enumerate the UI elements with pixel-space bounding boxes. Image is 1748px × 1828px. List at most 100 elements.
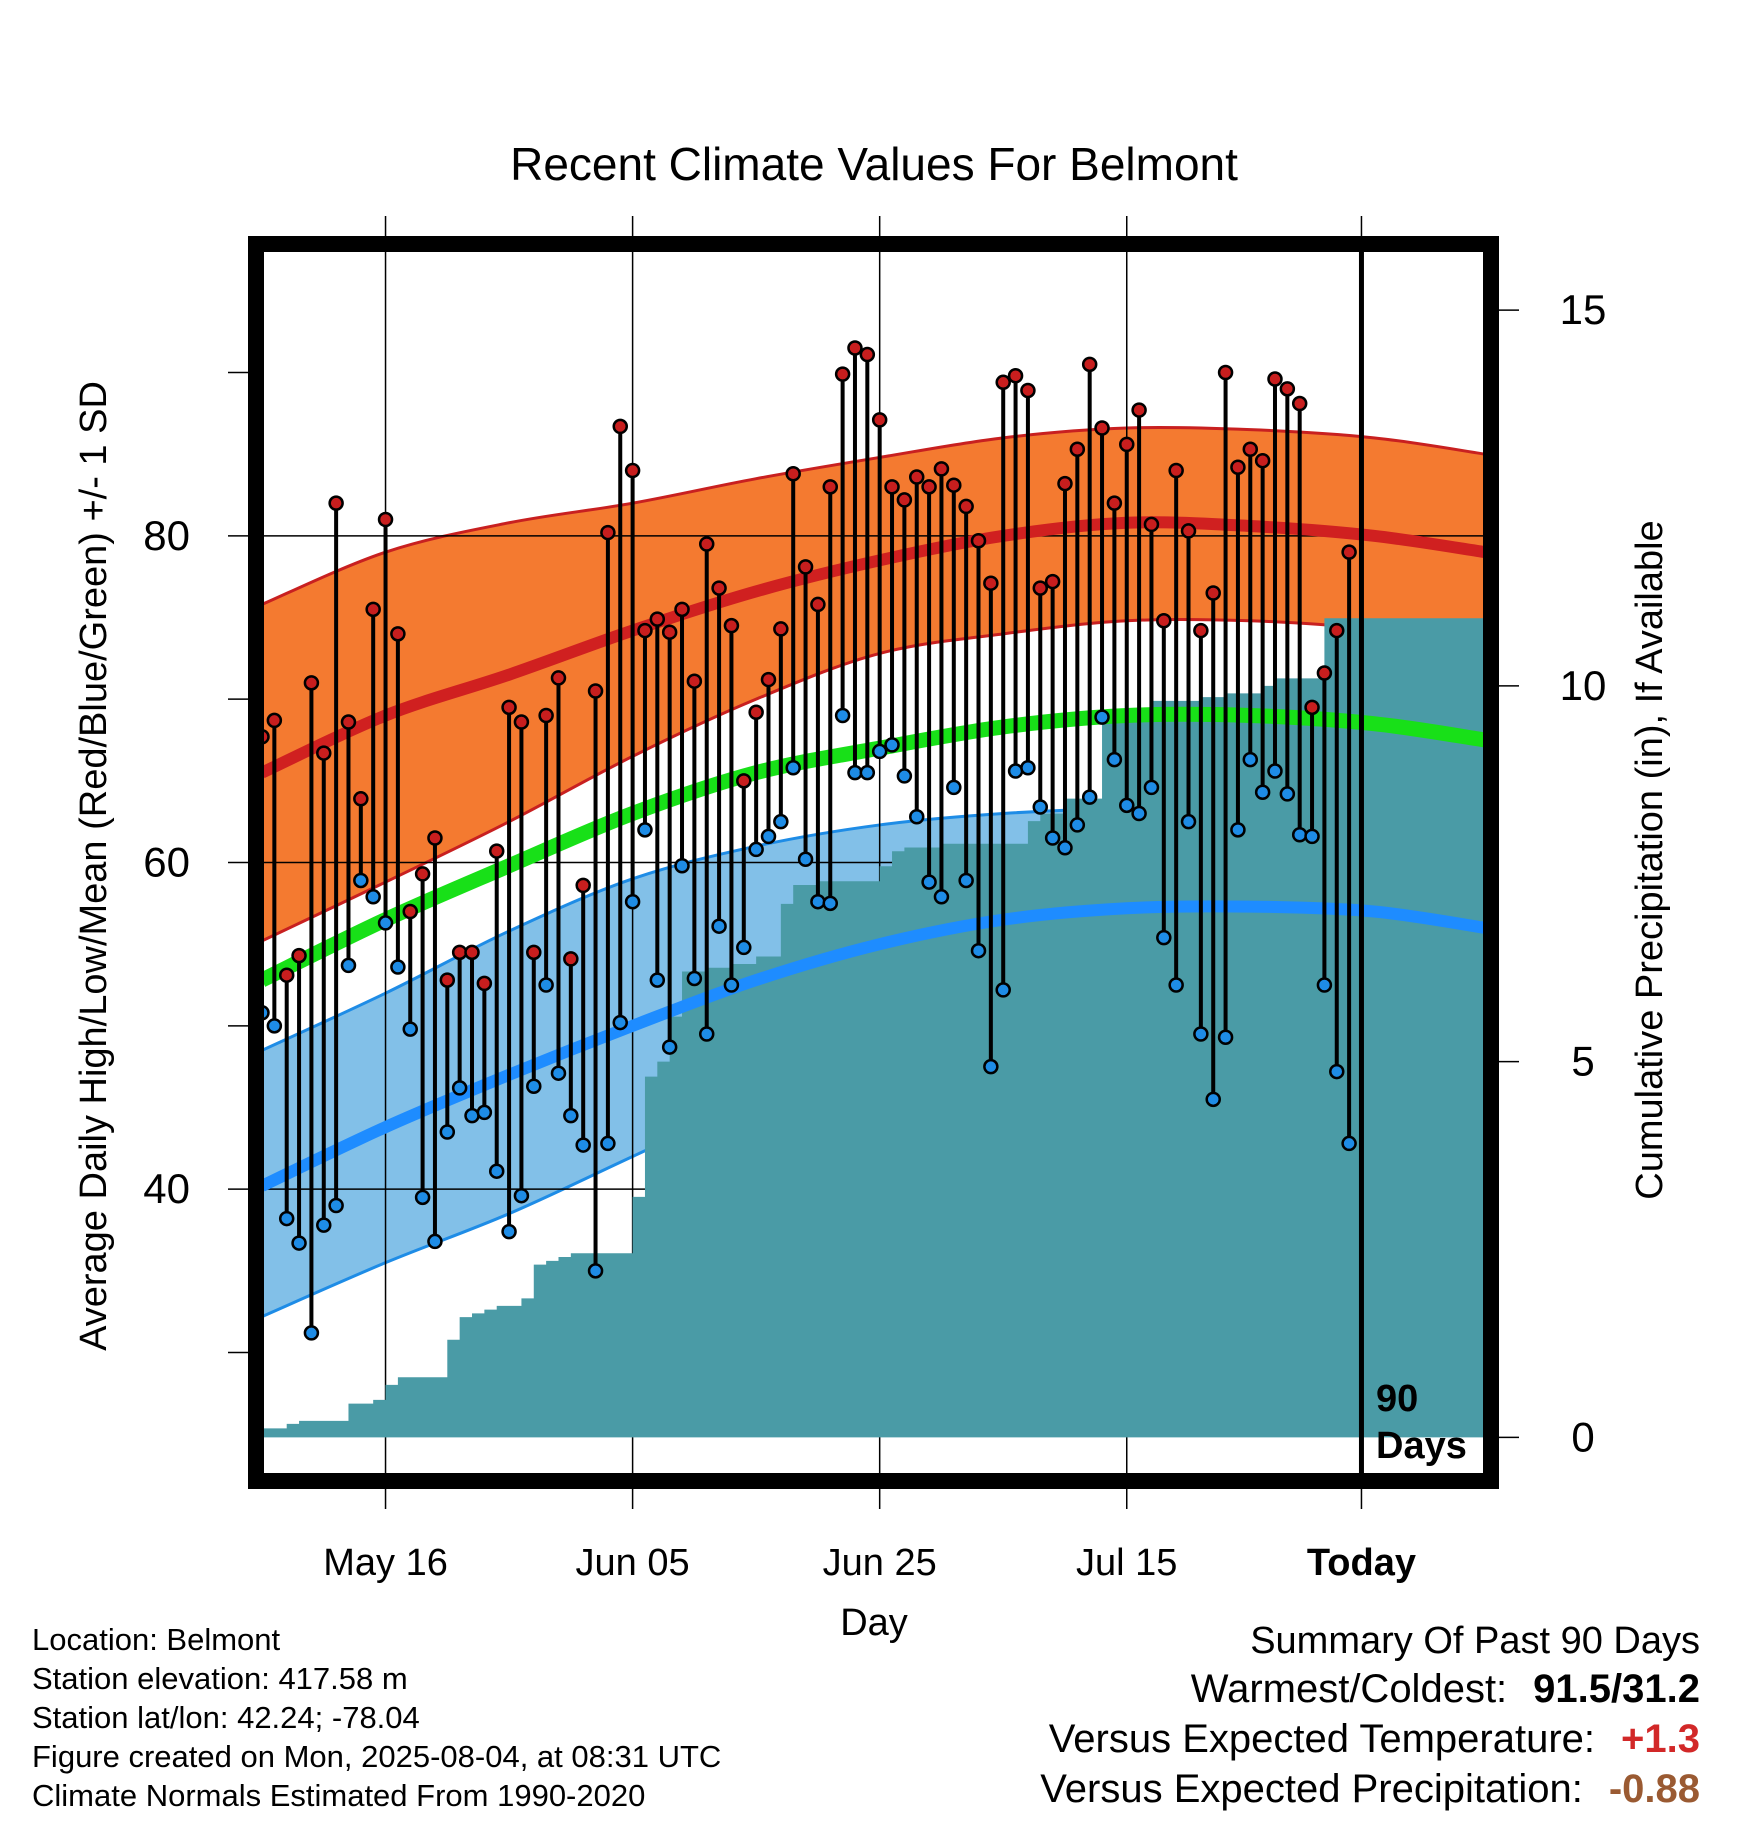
daily-low-point bbox=[1032, 799, 1049, 815]
y-left-tick-label: 60 bbox=[143, 839, 190, 886]
daily-low-point bbox=[1193, 1026, 1209, 1042]
daily-high-point bbox=[266, 712, 283, 729]
daily-high-point bbox=[1069, 441, 1086, 458]
daily-low-point bbox=[958, 872, 974, 889]
daily-high-point bbox=[760, 671, 777, 688]
daily-low-point bbox=[1291, 826, 1308, 843]
chart-title: Recent Climate Values For Belmont bbox=[510, 138, 1238, 190]
temp-vs-expected-value: +1.3 bbox=[1621, 1717, 1700, 1761]
daily-high-point bbox=[1230, 459, 1246, 475]
daily-low-point bbox=[1242, 751, 1259, 768]
daily-low-point bbox=[1044, 830, 1061, 846]
daily-low-point bbox=[1156, 929, 1172, 946]
daily-low-point bbox=[612, 1014, 629, 1031]
x-tick-label: Jun 05 bbox=[576, 1542, 690, 1584]
daily-high-point bbox=[736, 773, 752, 789]
daily-high-point bbox=[995, 374, 1011, 391]
daily-low-point bbox=[810, 893, 826, 910]
daily-high-point bbox=[1131, 402, 1147, 418]
daily-high-point bbox=[390, 626, 406, 642]
daily-high-point bbox=[600, 524, 616, 541]
daily-low-point bbox=[266, 1018, 283, 1034]
daily-low-point bbox=[797, 851, 814, 867]
daily-high-point bbox=[587, 683, 604, 699]
daily-high-point bbox=[785, 466, 801, 482]
daily-low-point bbox=[1279, 786, 1296, 802]
daily-low-point bbox=[1230, 822, 1246, 838]
daily-low-point bbox=[661, 1039, 678, 1055]
daily-low-point bbox=[908, 809, 925, 825]
daily-high-point bbox=[1242, 441, 1259, 458]
daily-low-point bbox=[316, 1217, 332, 1233]
daily-high-point bbox=[970, 532, 987, 549]
daily-high-point bbox=[377, 511, 394, 528]
daily-low-point bbox=[773, 813, 789, 830]
daily-high-point bbox=[1341, 544, 1357, 560]
daily-low-point bbox=[1205, 1091, 1221, 1108]
daily-low-point bbox=[340, 957, 357, 974]
daily-high-point bbox=[773, 621, 789, 637]
daily-high-point bbox=[526, 944, 542, 961]
y-axis-right-title: Cumulative Precipitation (in), If Availa… bbox=[1629, 520, 1671, 1199]
daily-low-point bbox=[624, 893, 641, 910]
daily-low-point bbox=[278, 1210, 295, 1227]
daily-low-point bbox=[1143, 779, 1160, 796]
daily-low-point bbox=[995, 982, 1011, 998]
daily-high-point bbox=[711, 580, 727, 596]
daily-high-point bbox=[859, 346, 876, 363]
daily-low-point bbox=[1329, 1063, 1345, 1080]
daily-low-point bbox=[402, 1021, 418, 1037]
daily-high-point bbox=[1094, 420, 1110, 436]
daily-low-point bbox=[575, 1137, 591, 1153]
daily-low-point bbox=[563, 1107, 579, 1124]
daily-low-point bbox=[1341, 1135, 1357, 1152]
daily-high-point bbox=[1316, 665, 1333, 681]
temp-vs-expected-label: Versus Expected Temperature: bbox=[1048, 1717, 1596, 1761]
daily-low-point bbox=[303, 1325, 320, 1341]
daily-high-point bbox=[871, 412, 888, 428]
daily-high-point bbox=[328, 495, 344, 511]
daily-high-point bbox=[1044, 573, 1061, 590]
daily-high-point bbox=[1118, 436, 1135, 453]
daily-low-point bbox=[1131, 805, 1147, 822]
daily-high-point bbox=[698, 536, 715, 552]
daily-low-point bbox=[723, 977, 740, 993]
today-label-bottom: Days bbox=[1376, 1425, 1467, 1467]
warmest-coldest-label: Warmest/Coldest: bbox=[1190, 1667, 1508, 1711]
daily-low-point bbox=[896, 768, 913, 784]
daily-low-point bbox=[501, 1223, 517, 1240]
daily-low-point bbox=[871, 743, 888, 760]
x-tick-label: Jun 25 bbox=[823, 1542, 937, 1584]
daily-high-point bbox=[1032, 580, 1049, 596]
daily-low-point bbox=[1020, 760, 1036, 776]
daily-high-point bbox=[661, 624, 678, 640]
daily-high-point bbox=[1291, 395, 1308, 412]
daily-low-point bbox=[414, 1189, 431, 1206]
daily-high-point bbox=[1205, 585, 1221, 601]
daily-high-point bbox=[686, 673, 703, 689]
daily-high-point bbox=[896, 492, 913, 508]
daily-high-point bbox=[501, 699, 517, 716]
daily-low-point bbox=[785, 760, 801, 776]
x-tick-label: Today bbox=[1307, 1542, 1416, 1584]
daily-low-point bbox=[353, 872, 369, 889]
daily-high-point bbox=[488, 843, 505, 859]
daily-high-point bbox=[834, 366, 851, 382]
daily-low-point bbox=[884, 737, 900, 753]
daily-high-point bbox=[847, 340, 863, 356]
daily-high-point bbox=[278, 967, 295, 983]
daily-low-point bbox=[1057, 840, 1073, 856]
daily-high-point bbox=[513, 714, 530, 730]
plot-frame bbox=[248, 236, 1499, 1489]
daily-high-point bbox=[1007, 368, 1024, 384]
daily-high-point bbox=[563, 951, 579, 967]
daily-low-point bbox=[674, 858, 690, 874]
daily-low-point bbox=[1081, 789, 1098, 805]
x-tick-label: Jul 15 bbox=[1076, 1542, 1177, 1584]
daily-low-point bbox=[711, 918, 727, 934]
daily-low-point bbox=[1069, 817, 1086, 833]
daily-high-point bbox=[958, 498, 974, 515]
daily-high-point bbox=[624, 462, 641, 479]
daily-low-point bbox=[983, 1058, 999, 1075]
